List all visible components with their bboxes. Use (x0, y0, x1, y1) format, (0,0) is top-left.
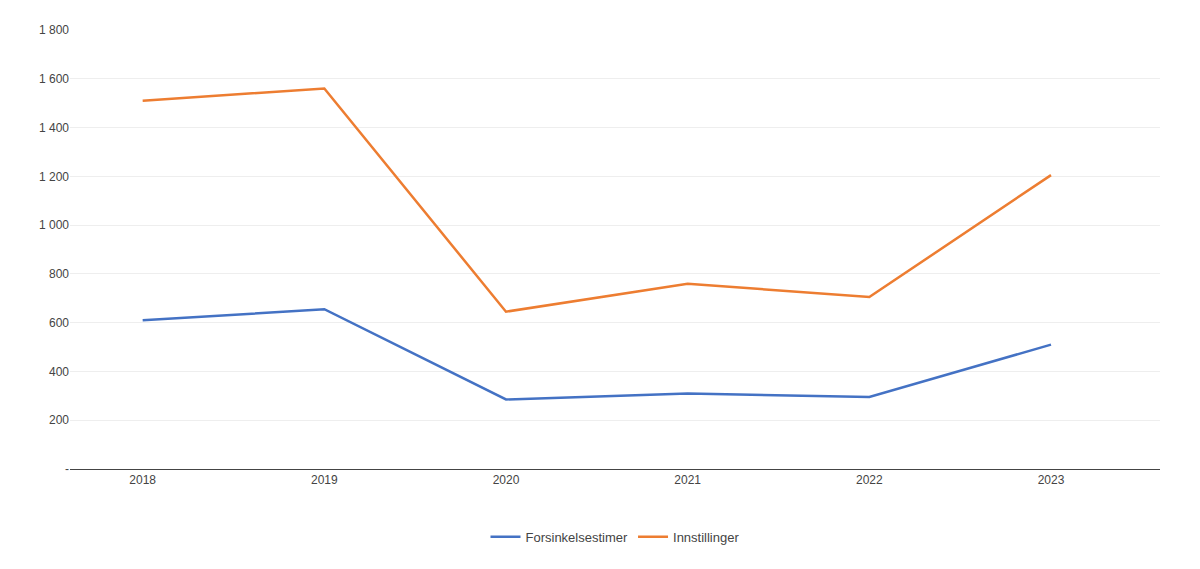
svg-text:2020: 2020 (493, 473, 520, 487)
svg-text:400: 400 (49, 365, 69, 379)
svg-text:1 200: 1 200 (39, 170, 69, 184)
svg-text:2018: 2018 (129, 473, 156, 487)
svg-text:200: 200 (49, 413, 69, 427)
svg-text:1 000: 1 000 (39, 218, 69, 232)
svg-text:Innstillinger: Innstillinger (673, 530, 739, 545)
svg-text:800: 800 (49, 267, 69, 281)
svg-text:-: - (65, 462, 69, 476)
svg-text:1 400: 1 400 (39, 121, 69, 135)
svg-text:2019: 2019 (311, 473, 338, 487)
svg-text:2023: 2023 (1038, 473, 1065, 487)
svg-text:600: 600 (49, 316, 69, 330)
svg-text:Forsinkelsestimer: Forsinkelsestimer (526, 530, 629, 545)
svg-text:2021: 2021 (674, 473, 701, 487)
svg-text:1 600: 1 600 (39, 72, 69, 86)
svg-text:2022: 2022 (856, 473, 883, 487)
svg-text:1 800: 1 800 (39, 23, 69, 37)
